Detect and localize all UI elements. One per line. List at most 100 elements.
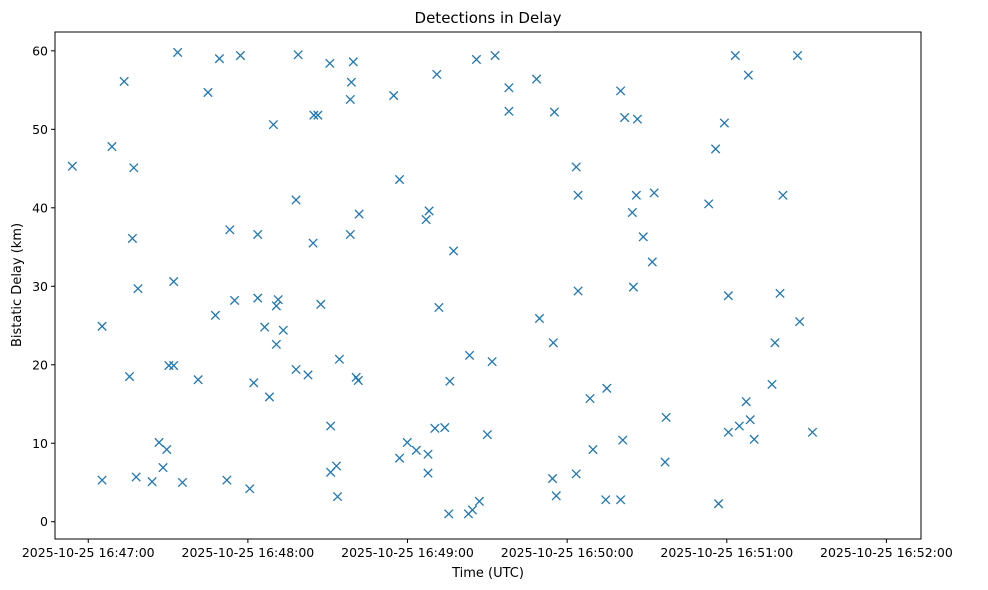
- data-point: [303, 370, 313, 380]
- data-point: [129, 163, 139, 173]
- y-tick-label: 30: [32, 279, 48, 294]
- x-tick-label: 2025-10-25 16:52:00: [820, 545, 953, 560]
- data-point: [601, 495, 611, 505]
- data-point: [249, 378, 259, 388]
- data-point: [421, 214, 431, 225]
- data-point: [308, 238, 318, 248]
- data-point: [723, 427, 734, 437]
- data-point: [214, 54, 225, 64]
- x-tick-label: 2025-10-25 16:51:00: [660, 545, 793, 560]
- data-point: [225, 225, 235, 235]
- data-point: [464, 350, 475, 361]
- data-point: [719, 118, 730, 128]
- data-point: [618, 435, 628, 445]
- data-point: [253, 293, 263, 303]
- data-point: [432, 69, 442, 80]
- data-point: [638, 232, 648, 242]
- data-point: [467, 505, 478, 515]
- data-point: [778, 190, 788, 200]
- data-point: [97, 475, 107, 485]
- data-point: [193, 375, 203, 385]
- data-point: [487, 356, 497, 367]
- data-point: [571, 469, 581, 479]
- data-point: [147, 477, 157, 487]
- data-point: [734, 421, 744, 431]
- data-point: [168, 360, 179, 371]
- data-point: [615, 495, 626, 505]
- data-point: [172, 47, 183, 58]
- y-axis-title: Bistatic Delay (km): [10, 223, 25, 347]
- data-point: [119, 76, 129, 87]
- data-point: [632, 114, 643, 124]
- y-tick-label: 20: [32, 357, 48, 372]
- data-point: [162, 444, 172, 455]
- data-point: [353, 375, 363, 386]
- x-tick-label: 2025-10-25 16:47:00: [22, 545, 155, 560]
- data-point: [158, 462, 168, 473]
- data-point: [775, 288, 785, 299]
- data-point: [792, 50, 803, 61]
- data-point: [346, 77, 357, 87]
- data-point: [127, 233, 138, 244]
- data-point: [210, 310, 221, 320]
- data-point: [548, 338, 558, 348]
- data-point: [345, 229, 355, 240]
- data-point: [97, 321, 107, 331]
- data-point: [253, 229, 263, 240]
- chart-title: Detections in Delay: [415, 9, 562, 27]
- data-point: [325, 421, 336, 431]
- data-point: [164, 360, 174, 371]
- data-point: [444, 509, 454, 519]
- data-point: [627, 207, 637, 218]
- data-point: [482, 429, 492, 440]
- data-point: [434, 302, 444, 313]
- data-point: [430, 423, 440, 433]
- x-tick-label: 2025-10-25 16:48:00: [182, 545, 315, 560]
- data-point: [394, 174, 405, 185]
- data-point: [259, 322, 270, 332]
- data-point: [448, 246, 459, 256]
- data-point: [235, 50, 246, 61]
- data-point: [245, 484, 255, 494]
- data-point: [291, 364, 301, 375]
- data-point: [660, 457, 670, 467]
- data-point: [271, 301, 282, 311]
- data-point: [571, 162, 581, 172]
- data-point: [154, 437, 164, 448]
- y-tick-label: 10: [32, 436, 48, 451]
- data-point: [354, 209, 364, 219]
- data-point: [316, 299, 326, 309]
- data-point: [271, 339, 282, 350]
- plot-area-frame: [54, 31, 922, 540]
- data-point: [471, 54, 482, 65]
- data-point: [411, 445, 421, 455]
- data-point: [649, 188, 659, 198]
- data-point: [203, 87, 213, 98]
- data-point: [424, 206, 434, 216]
- data-point: [770, 338, 780, 348]
- data-point: [222, 475, 232, 485]
- data-point: [704, 199, 714, 209]
- data-point: [713, 499, 724, 509]
- data-point: [423, 468, 433, 478]
- data-point: [549, 107, 560, 117]
- x-tick-label: 2025-10-25 16:49:00: [341, 545, 474, 560]
- data-point: [490, 50, 500, 61]
- data-point: [573, 286, 583, 296]
- data-point: [647, 257, 657, 267]
- data-point: [131, 472, 141, 482]
- data-point: [745, 415, 755, 425]
- data-point: [504, 83, 514, 93]
- data-point: [661, 412, 671, 423]
- y-tick-label: 60: [32, 43, 48, 58]
- data-points: [67, 47, 818, 519]
- data-point: [795, 316, 805, 327]
- data-point: [440, 422, 450, 433]
- data-point: [723, 291, 734, 301]
- data-point: [551, 491, 561, 501]
- data-point: [229, 295, 240, 306]
- data-point: [133, 283, 143, 294]
- data-point: [107, 141, 117, 152]
- x-axis: 2025-10-25 16:47:00 2025-10-25 16:48:00 20…: [22, 539, 953, 560]
